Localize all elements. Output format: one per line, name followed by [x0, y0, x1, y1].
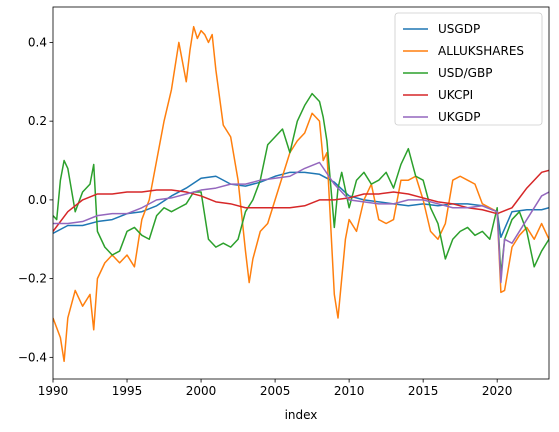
legend-label-0: USGDP	[438, 22, 480, 36]
series-layer	[53, 25, 549, 363]
x-tick-label: 2010	[334, 384, 365, 398]
legend-label-4: UKGDP	[438, 110, 480, 124]
y-axis: −0.4 −0.2 0.0 0.2 0.4	[18, 35, 53, 364]
x-tick-label: 2005	[260, 384, 291, 398]
legend-label-1: ALLUKSHARES	[438, 44, 524, 58]
legend-frame	[394, 12, 543, 126]
series-line-1	[53, 25, 549, 363]
y-tick-label: −0.4	[18, 350, 47, 364]
series-line-4	[53, 161, 549, 284]
x-axis-label: index	[285, 408, 318, 422]
plot-frame	[52, 6, 550, 380]
x-axis: 1990 1995 2000 2005 2010 2015 2020	[38, 379, 513, 398]
y-tick-label: 0.4	[28, 35, 47, 49]
legend: USGDP ALLUKSHARES USD/GBP UKCPI UKGDP	[394, 12, 543, 126]
y-tick-label: 0.2	[28, 114, 47, 128]
legend-label-3: UKCPI	[438, 88, 473, 102]
x-tick-label: 2000	[186, 384, 217, 398]
y-tick-label: 0.0	[28, 193, 47, 207]
x-tick-label: 2015	[408, 384, 439, 398]
legend-label-2: USD/GBP	[438, 66, 492, 80]
x-tick-label: 2020	[482, 384, 513, 398]
x-tick-label: 1995	[112, 384, 143, 398]
series-line-2	[53, 92, 549, 276]
series-line-3	[53, 169, 549, 232]
y-tick-label: −0.2	[18, 272, 47, 286]
x-tick-label: 1990	[38, 384, 69, 398]
